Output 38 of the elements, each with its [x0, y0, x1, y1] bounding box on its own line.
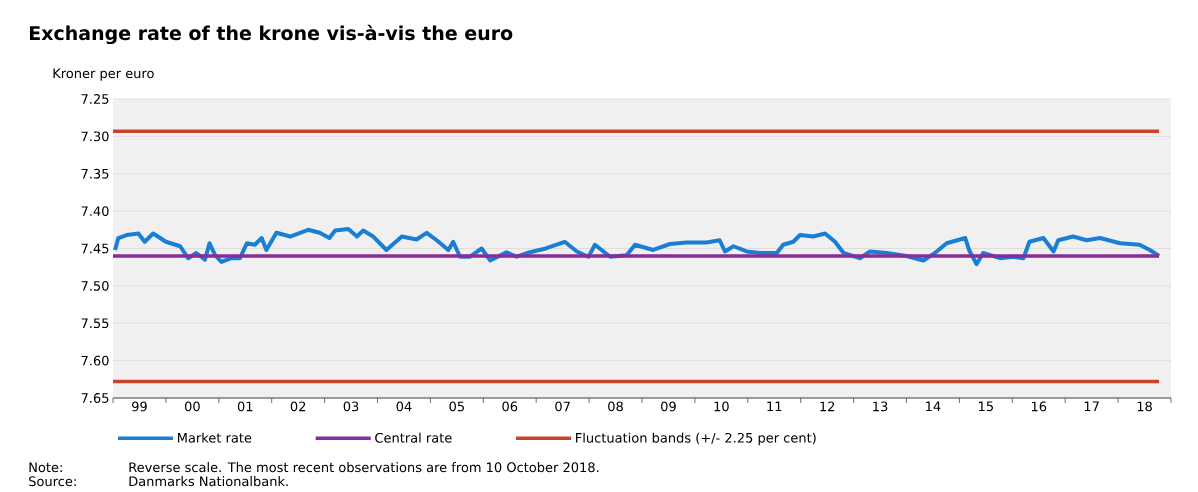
y-axis-title: Kroner per euro: [53, 68, 154, 81]
legend-label: Market rate: [177, 432, 252, 443]
x-tick-label: 02: [290, 401, 306, 412]
x-tick-label: 12: [820, 401, 835, 412]
x-tick-label: 07: [555, 401, 570, 412]
y-tick-label: 7.55: [81, 318, 109, 329]
y-tick-label: 7.35: [81, 168, 109, 179]
x-tick-label: 08: [608, 401, 623, 412]
legend-label: Central rate: [375, 432, 452, 443]
x-tick-label: 15: [978, 401, 993, 412]
x-tick-label: 01: [237, 401, 253, 412]
chart-title: Exchange rate of the krone vis-à-vis the euro: [29, 24, 513, 45]
x-tick-label: 05: [449, 401, 464, 412]
x-tick-label: 10: [714, 401, 729, 412]
text: Danmarks Nationalbank.: [129, 476, 288, 487]
y-tick-label: 7.50: [81, 280, 109, 291]
x-tick-label: 03: [343, 401, 359, 412]
x-tick-label: 17: [1084, 401, 1099, 411]
text: Note:: [29, 462, 62, 473]
x-tick-label: 16: [1031, 401, 1047, 412]
source-note: Source:: [29, 476, 76, 487]
y-tick-label: 7.25: [81, 94, 109, 104]
x-tick-label: 14: [926, 401, 941, 411]
y-tick-label: 7.30: [81, 131, 109, 142]
x-tick-label: 18: [1137, 401, 1152, 412]
y-tick-label: 7.40: [81, 206, 109, 217]
x-tick-label: 11: [767, 401, 782, 411]
x-tick-label: 06: [502, 401, 518, 412]
y-tick-label: 7.60: [81, 355, 109, 366]
x-tick-label: 99: [132, 401, 147, 412]
y-tick-label: 7.65: [81, 393, 109, 403]
y-tick-label: 7.45: [81, 243, 109, 254]
x-tick-label: 00: [184, 401, 200, 412]
text: Reverse scale. The most recent observations are from 10 October 2018.: [129, 462, 599, 473]
x-tick-label: 04: [396, 401, 412, 412]
x-tick-label: 09: [661, 401, 676, 412]
x-tick-label: 13: [873, 401, 888, 412]
legend-label: Fluctuation bands (+/- 2.25 per cent): [576, 432, 816, 446]
